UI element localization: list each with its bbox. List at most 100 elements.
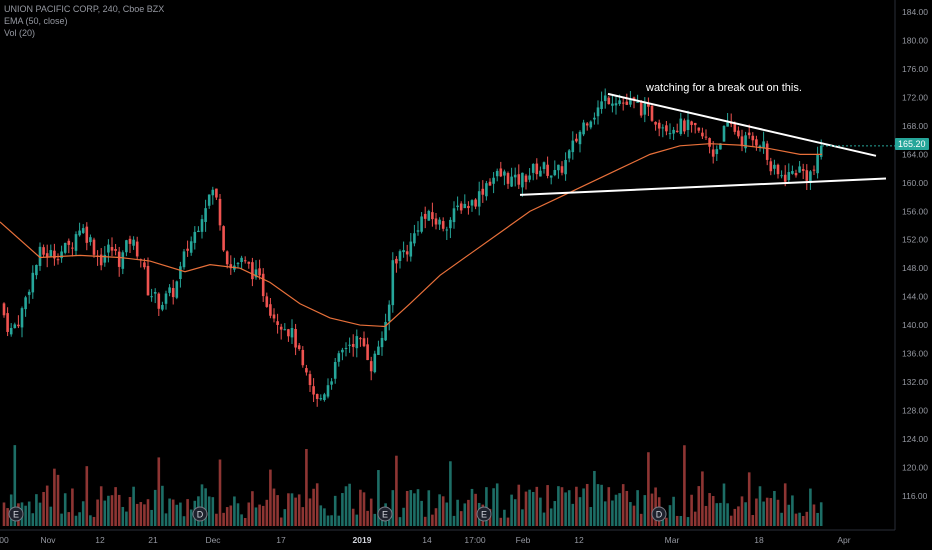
candle-body <box>413 233 416 244</box>
candle-body <box>488 181 492 186</box>
volume-bar <box>243 517 247 526</box>
volume-bar <box>171 499 175 526</box>
volume-bar <box>337 515 341 526</box>
candle-body <box>747 132 751 136</box>
x-tick-label: 12 <box>95 535 105 545</box>
volume-bar <box>499 517 503 526</box>
trendline <box>519 177 887 196</box>
volume-bar <box>416 489 420 526</box>
volume-bar <box>463 503 467 526</box>
candle-body <box>125 240 128 253</box>
volume-bar <box>341 493 344 526</box>
volume-bar <box>233 496 236 526</box>
y-tick-label: 180.00 <box>902 36 928 46</box>
candle-body <box>474 199 477 207</box>
volume-bar <box>809 488 812 526</box>
candle-body <box>524 175 528 182</box>
volume-bar <box>261 505 265 526</box>
candle-body <box>791 171 794 174</box>
volume-bar <box>157 457 161 526</box>
candle-body <box>434 218 438 225</box>
volume-bar <box>254 507 258 526</box>
candle-body <box>78 230 81 236</box>
volume-bar <box>182 516 186 526</box>
candle-body <box>485 183 488 197</box>
ema-line <box>0 143 822 328</box>
candle-body <box>351 343 355 347</box>
candle-body <box>420 216 423 232</box>
volume-bar <box>798 512 801 526</box>
candle-body <box>510 176 513 187</box>
candle-body <box>711 149 715 157</box>
legend-title: UNION PACIFIC CORP, 240, Cboe BZX <box>4 4 165 14</box>
candle-body <box>117 251 121 267</box>
volume-bar <box>211 497 215 526</box>
candle-body <box>265 296 269 307</box>
volume-bar <box>783 483 787 526</box>
volume-bar <box>405 490 409 526</box>
volume-bar <box>621 484 625 526</box>
candle-body <box>305 368 308 373</box>
volume-bar <box>636 490 639 526</box>
volume-bar <box>438 494 441 526</box>
candle-body <box>229 264 233 269</box>
candle-body <box>593 117 596 120</box>
y-tick-label: 116.00 <box>902 491 928 501</box>
volume-bar <box>150 509 153 526</box>
candle-body <box>326 385 330 397</box>
volume-bar <box>53 468 56 526</box>
candle-body <box>773 164 776 169</box>
y-tick-label: 176.00 <box>902 64 928 74</box>
volume-bar <box>200 484 204 526</box>
volume-bar <box>204 488 207 526</box>
candle-body <box>81 228 85 233</box>
candle-body <box>2 303 6 316</box>
volume-bar <box>495 483 499 526</box>
candle-body <box>236 263 240 265</box>
x-tick-label: 12 <box>574 535 584 545</box>
volume-bar <box>535 486 539 526</box>
volume-bar <box>459 511 463 526</box>
candle-body <box>200 219 204 232</box>
volume-bar <box>215 513 218 526</box>
candle-body <box>495 170 499 177</box>
volume-bar <box>506 517 510 526</box>
last-price-tag: 165.20 <box>895 138 929 150</box>
volume-bar <box>344 486 348 526</box>
candle-body <box>207 194 211 206</box>
volume-bar <box>240 514 243 526</box>
candle-body <box>20 308 24 328</box>
candle-body <box>171 288 175 298</box>
candle-body <box>63 242 67 253</box>
candle-body <box>647 102 650 107</box>
candle-body <box>409 241 413 257</box>
y-tick-label: 136.00 <box>902 349 928 359</box>
candle-body <box>308 374 312 386</box>
volume-bar <box>308 498 312 526</box>
volume-bar <box>139 502 143 526</box>
candle-body <box>809 171 812 184</box>
volume-bar <box>733 508 737 526</box>
candle-body <box>546 164 549 176</box>
candle-body <box>366 344 369 361</box>
volume-bar <box>557 486 560 526</box>
candle-body <box>675 130 679 132</box>
volume-bar <box>769 498 773 526</box>
candle-body <box>816 154 819 174</box>
volume-bar <box>531 492 535 526</box>
volume-bar <box>103 500 107 526</box>
x-tick-label: Dec <box>205 535 221 545</box>
candle-body <box>506 173 510 184</box>
volume-bar <box>740 496 744 526</box>
candle-body <box>625 101 629 105</box>
event-marker <box>651 506 667 522</box>
volume-bar <box>13 445 17 526</box>
volume-bar <box>510 494 513 526</box>
candle-body <box>319 398 323 400</box>
y-tick-label: 172.00 <box>902 92 928 102</box>
volume-bar <box>6 508 9 526</box>
candle-body <box>243 260 247 262</box>
volume-bar <box>665 517 668 526</box>
y-tick-label: 120.00 <box>902 462 928 472</box>
